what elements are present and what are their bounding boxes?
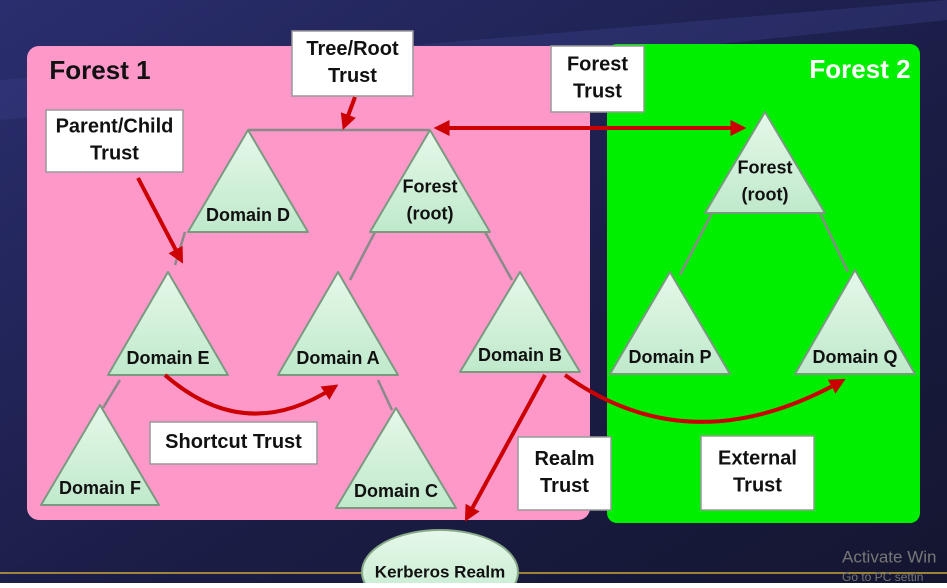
label-line: Shortcut Trust [165,431,302,453]
domain-node [459,271,581,373]
label: Domain F [59,478,141,498]
label-line: Trust [573,81,622,103]
domain-node [277,271,399,376]
label-line: Domain B [478,345,562,365]
label: Forest Trust [567,54,628,103]
trust-box [700,435,815,511]
label: Parent/Child Trust [56,116,174,165]
label: Domain A [296,348,379,368]
domain-node [40,404,160,506]
trust-box [517,436,612,511]
domain-node [335,407,457,509]
forest-2-area [607,44,920,523]
label: Domain E [126,348,209,368]
domain-node [704,111,826,214]
label: Forest (root) [402,176,457,223]
label-line: Tree/Root [306,38,399,60]
kerberos-realm [361,529,519,588]
label-line: Trust [90,143,139,165]
trust-box [550,45,645,113]
label-line: (root) [407,203,454,223]
label: Forest (root) [737,157,792,204]
label-line: Forest [567,54,628,76]
label-line: Forest [737,157,792,177]
forest-label: Forest 1 [49,55,150,85]
label-line: (root) [742,184,789,204]
trust-box [149,421,318,465]
label: Realm Trust [534,448,594,497]
trust-box [291,30,414,97]
label-line: Forest [402,176,457,196]
label-line: Domain C [354,481,438,501]
domain-node [187,129,309,233]
label-line: Domain E [126,348,209,368]
label-line: Domain A [296,348,379,368]
label: Tree/Root Trust [306,38,399,87]
label: Domain P [628,347,711,367]
label: External Trust [718,448,797,497]
label-line: Domain F [59,478,141,498]
domain-node [794,269,916,375]
label-line: Trust [540,475,589,497]
label-line: Domain D [206,205,290,225]
label: Shortcut Trust [165,431,302,453]
forest-label: Forest 2 [809,54,910,84]
label-line: Domain Q [812,347,897,367]
label-line: Trust [733,475,782,497]
label-line: External [718,448,797,470]
label-line: Parent/Child [56,116,174,138]
label: Domain D [206,205,290,225]
label-line: Trust [328,65,377,87]
label: Domain B [478,345,562,365]
watermark: Activate Win [842,547,936,566]
watermark: Go to PC settin [842,570,923,583]
trust-box [45,109,184,173]
domain-node [609,271,731,375]
trust-arrows [136,96,846,522]
realm-label: Kerberos Realm [375,562,505,581]
domain-node [369,129,491,233]
label-line: Realm [534,448,594,470]
label: Domain Q [812,347,897,367]
label: Domain C [354,481,438,501]
label-line: Domain P [628,347,711,367]
